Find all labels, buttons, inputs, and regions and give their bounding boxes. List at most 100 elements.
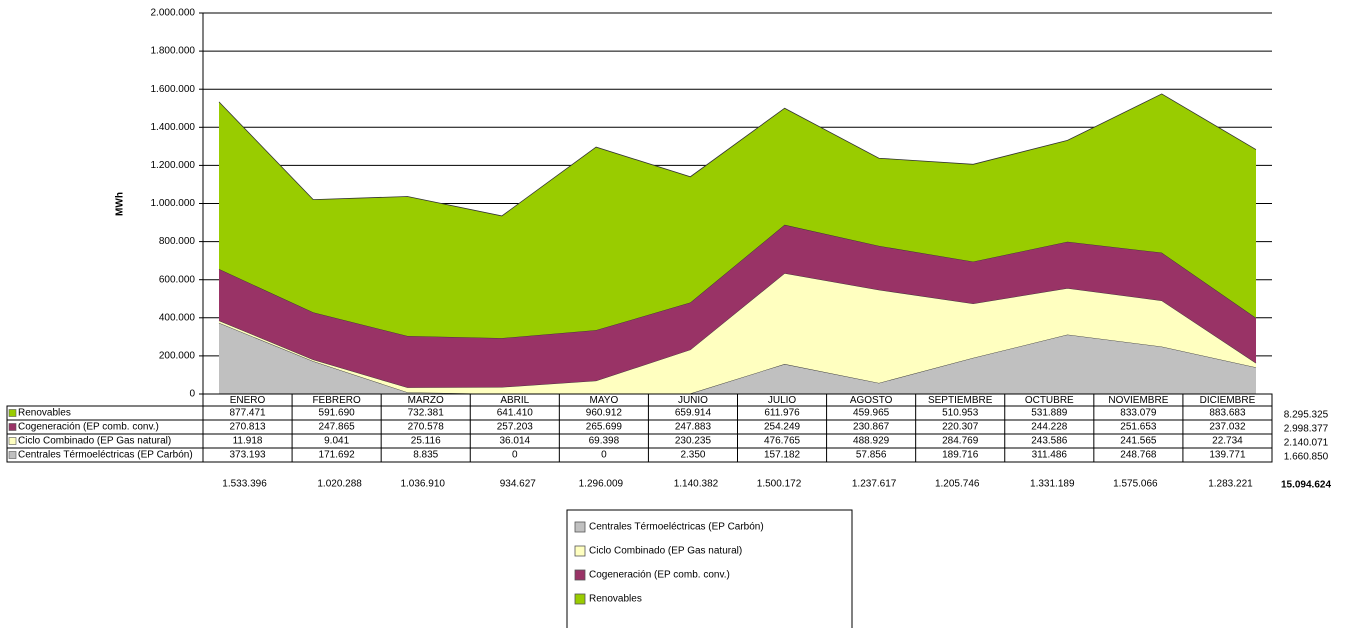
y-tick-label: 1.000.000: [151, 198, 196, 209]
table-cell: 270.813: [229, 422, 266, 433]
row-total: 2.998.377: [1284, 424, 1329, 435]
table-cell: 248.768: [1120, 450, 1157, 461]
column-total: 1.020.288: [317, 479, 362, 490]
legend-label: Renovables: [589, 594, 642, 605]
column-total: 1.205.746: [935, 479, 980, 490]
table-cell: 257.203: [497, 422, 534, 433]
table-row-label: Ciclo Combinado (EP Gas natural): [18, 436, 171, 447]
legend-swatch: [574, 545, 586, 557]
area-fill: [219, 273, 1256, 394]
legend-label: Centrales Térmoeléctricas (EP Carbón): [589, 522, 764, 533]
table-cell: 241.565: [1120, 436, 1157, 447]
column-total: 1.500.172: [757, 479, 802, 490]
table-cell: 57.856: [856, 450, 887, 461]
table-cell: 265.699: [586, 422, 623, 433]
x-tick-label: MARZO: [408, 395, 444, 406]
x-tick-label: SEPTIEMBRE: [928, 395, 993, 406]
legend-key: [8, 437, 17, 445]
table-cell: 311.486: [1032, 450, 1068, 461]
table-cell: 611.976: [764, 408, 800, 419]
area-fill: [219, 322, 1256, 394]
column-total: 1.575.066: [1113, 479, 1158, 490]
table-cell: 0: [601, 450, 607, 461]
table-cell: 189.716: [942, 450, 979, 461]
x-tick-label: JULIO: [768, 395, 797, 406]
x-tick-label: ENERO: [230, 395, 266, 406]
table-cell: 247.865: [319, 422, 356, 433]
x-tick-label: OCTUBRE: [1025, 395, 1074, 406]
table-cell: 8.835: [413, 450, 438, 461]
row-total: 8.295.325: [1284, 410, 1329, 421]
table-cell: 659.914: [675, 408, 712, 419]
x-tick-label: DICIEMBRE: [1200, 395, 1256, 406]
legend-swatch: [574, 593, 586, 605]
x-tick-label: MAYO: [590, 395, 619, 406]
table-cell: 251.653: [1120, 422, 1157, 433]
column-total: 1.533.396: [222, 479, 267, 490]
legend-swatch: [574, 521, 586, 533]
table-cell: 9.041: [324, 436, 349, 447]
y-tick-label: 400.000: [159, 312, 196, 323]
area-fill: [219, 224, 1256, 388]
x-tick-label: NOVIEMBRE: [1108, 395, 1168, 406]
area-line: [218, 93, 1257, 217]
legend-box: [566, 509, 853, 628]
table-row-label: Centrales Térmoeléctricas (EP Carbón): [18, 450, 193, 461]
table-cell: 36.014: [499, 436, 530, 447]
legend-label: Ciclo Combinado (EP Gas natural): [589, 546, 742, 557]
x-tick-label: ABRIL: [500, 395, 529, 406]
table-cell: 230.235: [675, 436, 712, 447]
legend-label: Cogeneración (EP comb. conv.): [589, 570, 730, 581]
table-row-label: Renovables: [18, 408, 71, 419]
y-tick-label: 600.000: [159, 274, 196, 285]
x-tick-label: JUNIO: [678, 395, 708, 406]
table-cell: 591.690: [319, 408, 356, 419]
legend-key: [8, 451, 17, 459]
table-cell: 171.692: [319, 450, 356, 461]
y-tick-label: 1.600.000: [151, 84, 196, 95]
y-tick-label: 2.000.000: [151, 8, 196, 19]
row-total: 2.140.071: [1284, 438, 1329, 449]
table-cell: 11.918: [233, 436, 263, 447]
y-tick-label: 1.200.000: [151, 160, 196, 171]
x-tick-label: AGOSTO: [850, 395, 893, 406]
table-cell: 220.307: [942, 422, 979, 433]
table-cell: 510.953: [942, 408, 979, 419]
table-cell: 459.965: [853, 408, 890, 419]
table-cell: 732.381: [408, 408, 445, 419]
y-tick-label: 200.000: [159, 351, 196, 362]
table-cell: 270.578: [408, 422, 445, 433]
table-cell: 244.228: [1031, 422, 1068, 433]
legend-key: [8, 409, 17, 417]
table-cell: 2.350: [680, 450, 705, 461]
table-cell: 247.883: [675, 422, 712, 433]
table-cell: 373.193: [229, 450, 266, 461]
table-cell: 960.912: [586, 408, 623, 419]
table-cell: 476.765: [764, 436, 801, 447]
table-cell: 641.410: [497, 408, 534, 419]
table-cell: 139.771: [1209, 450, 1246, 461]
table-cell: 230.867: [853, 422, 890, 433]
column-total: 1.283.221: [1208, 479, 1253, 490]
y-tick-label: 0: [189, 389, 195, 400]
table-cell: 877.471: [229, 408, 266, 419]
table-cell: 833.079: [1120, 408, 1157, 419]
y-axis-label: MWh: [115, 192, 126, 216]
table-cell: 0: [512, 450, 518, 461]
table-cell: 488.929: [853, 436, 890, 447]
table-cell: 531.889: [1031, 408, 1068, 419]
legend-key: [8, 423, 17, 431]
row-total: 1.660.850: [1284, 452, 1329, 463]
table-cell: 22.734: [1212, 436, 1243, 447]
grand-total: 15.094.624: [1281, 480, 1331, 491]
column-total: 1.331.189: [1030, 479, 1075, 490]
table-row-label: Cogeneración (EP comb. conv.): [18, 422, 159, 433]
table-cell: 237.032: [1209, 422, 1246, 433]
table-cell: 157.182: [764, 450, 801, 461]
column-total: 1.036.910: [400, 479, 445, 490]
y-tick-label: 1.400.000: [151, 122, 196, 133]
table-cell: 243.586: [1031, 436, 1068, 447]
y-tick-label: 800.000: [159, 236, 196, 247]
table-cell: 284.769: [942, 436, 979, 447]
